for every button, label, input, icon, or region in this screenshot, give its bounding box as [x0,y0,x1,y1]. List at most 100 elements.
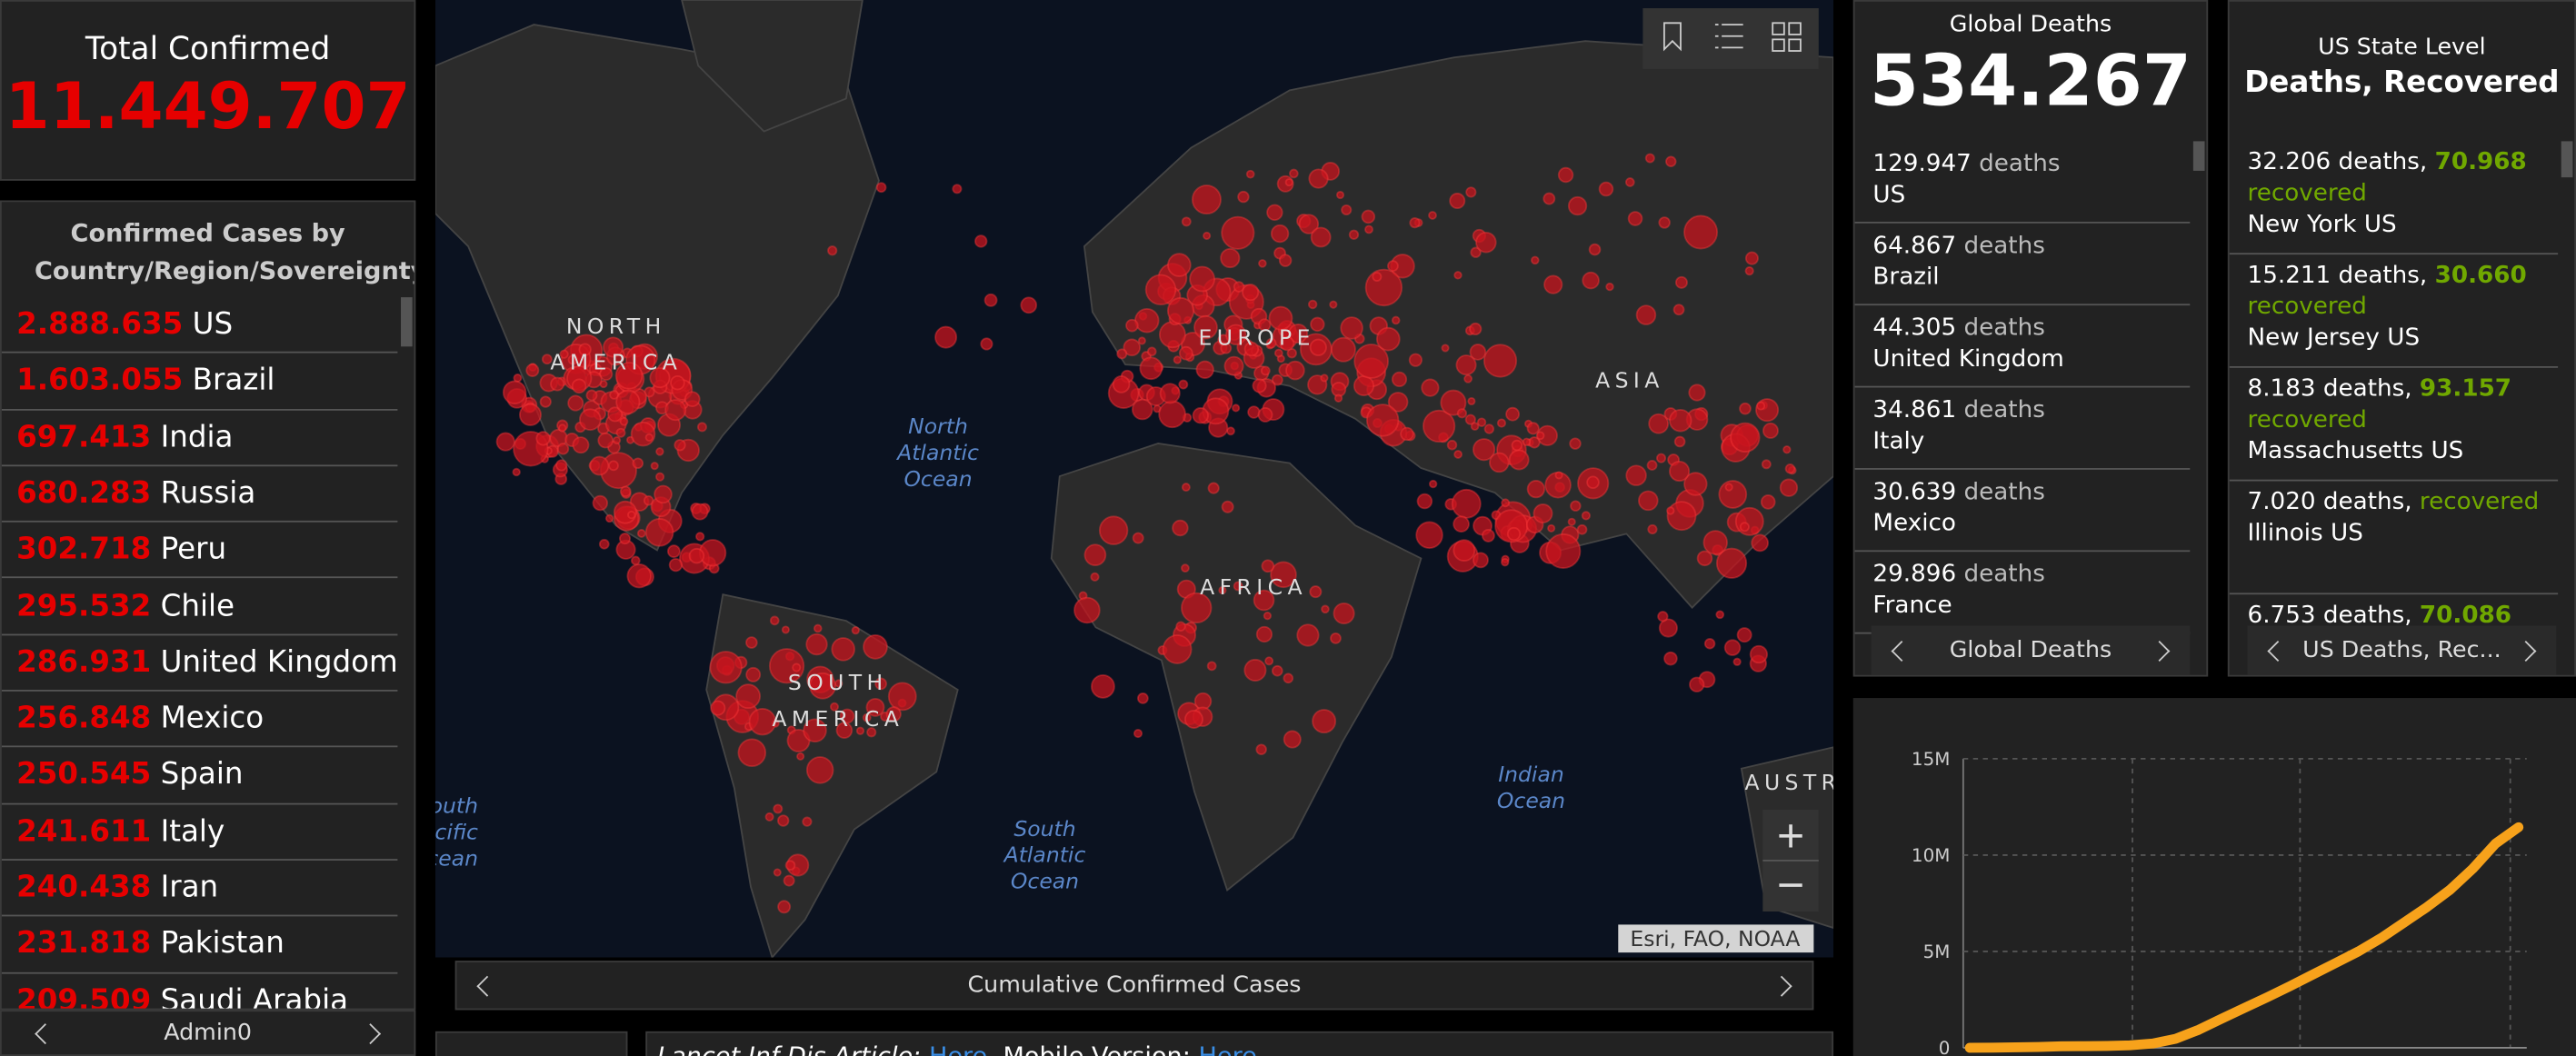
case-bubble [1181,563,1190,573]
case-bubble [512,467,521,477]
case-bubble [1309,585,1323,599]
prev-button[interactable] [35,1023,56,1045]
country-name: Saudi Arabia [160,982,349,1011]
link[interactable]: Here [929,1041,987,1056]
panel-subtitle: US State Level [2318,34,2486,61]
case-bubble [1310,316,1325,333]
global-deaths-nav: Global Deaths [1871,625,2191,675]
case-count: 2.888.635 [16,306,184,342]
case-bubble [777,900,792,914]
case-bubble [1226,426,1235,436]
case-bubble [1648,413,1670,434]
country-row: 209.509 Saudi Arabia [2,973,398,1011]
y-tick-label: 10M [1912,845,1950,866]
case-bubble [1453,515,1470,533]
country-name: United Kingdom [160,644,398,680]
panel-title: Confirmed Cases by Country/Region/Sovere… [34,218,416,286]
case-bubble [934,325,958,349]
deaths-unit: deaths [1963,479,2045,506]
case-bubble [1146,346,1157,357]
zoom-in[interactable] [1779,824,1802,848]
case-bubble [1470,422,1480,431]
country-list-nav: Admin0 [0,1010,416,1056]
case-bubble [1283,672,1294,684]
next-button[interactable] [2515,641,2537,662]
case-bubble [668,557,684,573]
prev-button[interactable] [476,975,498,997]
case-bubble [1308,168,1329,189]
deaths-row: 64.867 deaths Brazil [1854,224,2191,306]
legend-icon[interactable] [1714,24,1743,49]
case-count: 295.532 [16,588,152,623]
case-bubble [556,443,570,455]
case-bubble [1416,493,1433,510]
case-bubble [776,814,790,827]
y-tick-label: 15M [1912,749,1950,770]
case-bubble [1472,438,1496,462]
case-bubble [1535,431,1545,441]
case-bubble [695,532,705,542]
tab-box [434,1031,628,1056]
scrollbar[interactable] [401,297,413,347]
case-bubble [1283,730,1302,749]
case-bubble [1257,406,1273,423]
case-bubble [1673,435,1686,448]
case-bubble [1476,417,1487,427]
case-bubble [525,363,540,377]
next-button[interactable] [1771,975,1792,997]
country-name: US [1872,182,1906,209]
case-bubble [1237,190,1250,204]
bookmark-icon[interactable] [1662,22,1682,52]
region-label: AMERICA [550,350,682,375]
case-bubble [1581,511,1591,521]
case-bubble [1372,272,1383,282]
next-button[interactable] [2149,641,2171,662]
case-bubble [1739,522,1750,533]
case-bubble [1364,268,1403,307]
case-bubble [1463,374,1473,384]
scrollbar[interactable] [2192,141,2205,171]
case-bubble [1191,184,1222,215]
case-bubble [1312,709,1337,734]
case-bubble [802,816,813,827]
country-name: US [192,306,234,342]
basemap-icon[interactable] [1772,22,1802,52]
case-bubble [1657,611,1669,623]
country-row: 286.931 United Kingdom [1,635,398,692]
case-bubble [1782,445,1792,454]
case-bubble [1734,506,1764,536]
country-name: Pakistan [160,926,285,961]
case-bubble [1218,585,1227,595]
case-bubble [1658,618,1678,638]
case-bubble [1353,344,1389,379]
prev-button[interactable] [1891,641,1912,662]
case-bubble [1193,314,1218,340]
case-bubble [1261,559,1275,573]
case-bubble [1335,190,1345,200]
case-bubble [607,406,624,423]
case-bubble [684,391,701,408]
country-row: 302.718 Peru [1,523,398,579]
link[interactable]: Here [1199,1041,1257,1056]
case-bubble [1531,255,1540,265]
ocean-label: South [435,793,478,819]
case-bubble [1481,528,1495,543]
state-name: New York US [2247,212,2397,239]
case-bubble [1625,464,1647,486]
next-button[interactable] [360,1023,382,1045]
case-bubble [792,662,802,672]
case-bubble [1576,523,1588,535]
prev-button[interactable] [2267,641,2289,662]
case-bubble [1195,360,1214,379]
case-bubble [1751,533,1770,553]
scrollbar[interactable] [2561,141,2573,178]
map[interactable]: NORTH AMERICA EUROPE ASIA AFRICA SOUTH AMERICA… [434,0,1834,958]
case-bubble [1663,651,1678,666]
case-bubble [1702,530,1728,555]
case-bubble [769,615,780,626]
case-bubble [887,682,917,712]
deaths-row: 44.305 deaths United Kingdom [1854,305,2191,388]
case-bubble [1715,547,1748,579]
case-bubble [1451,488,1482,519]
case-bubble [1646,460,1658,471]
